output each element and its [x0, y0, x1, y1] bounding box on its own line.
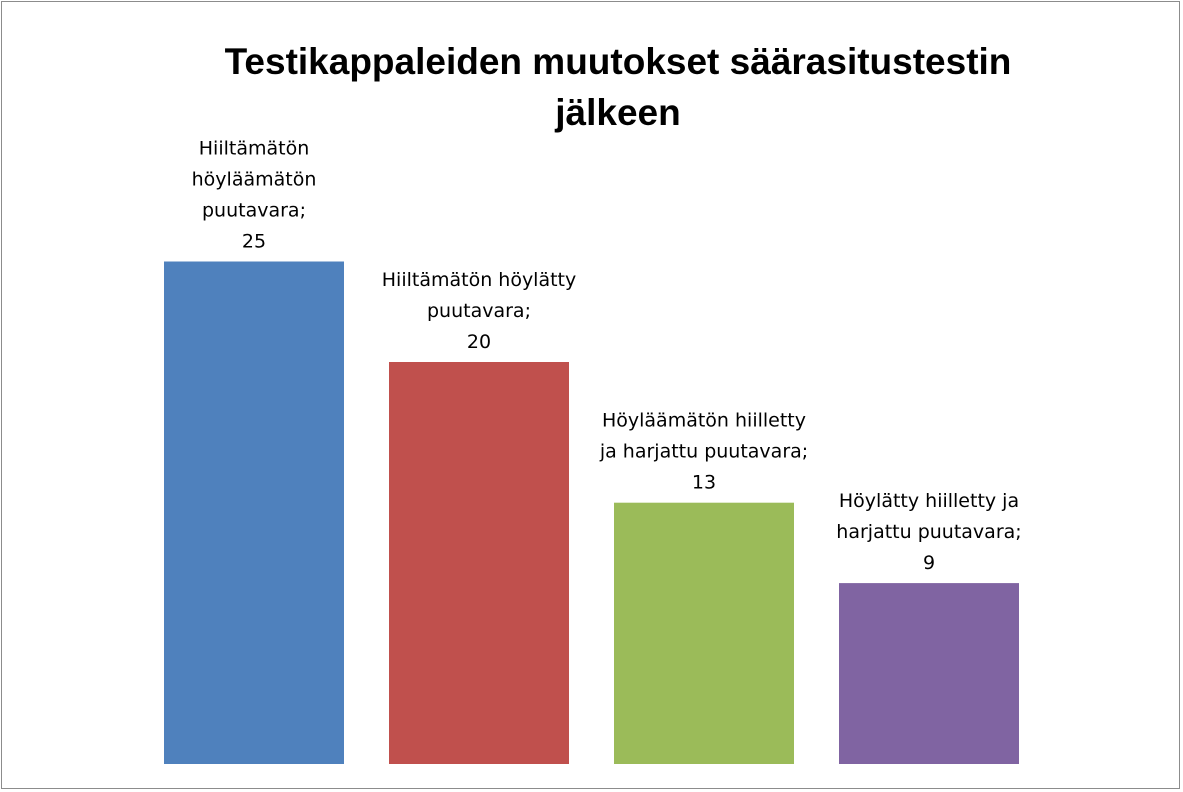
- data-label-1-line-3: puutavara;: [202, 200, 306, 222]
- data-label-4-line-1: Höylätty hiilletty ja: [839, 490, 1019, 512]
- data-label-1-line-4: 25: [242, 231, 266, 253]
- data-label-2-line-1: Hiiltämätön höylätty: [382, 269, 577, 291]
- data-label-3-line-1: Höyläämätön hiilletty: [602, 410, 806, 432]
- bar-3: [614, 502, 794, 764]
- bars-layer: [164, 261, 1019, 764]
- data-label-1-line-2: höyläämätön: [192, 169, 317, 191]
- bar-4: [839, 583, 1019, 764]
- data-label-3-line-2: ja harjattu puutavara;: [599, 441, 808, 463]
- data-label-4-line-3: 9: [923, 552, 935, 574]
- bar-2: [389, 362, 569, 764]
- data-label-1-line-1: Hiiltämätön: [199, 138, 309, 160]
- data-label-2-line-3: 20: [467, 331, 491, 353]
- bar-1: [164, 261, 344, 764]
- data-label-2-line-2: puutavara;: [427, 300, 531, 322]
- chart-title-line-1: Testikappaleiden muutokset säärasitustes…: [225, 41, 1012, 82]
- data-labels-layer: Hiiltämätön höyläämätön puutavara; 25 Hiiltä…: [192, 138, 1022, 575]
- chart-title-line-2: jälkeen: [554, 92, 680, 133]
- data-label-4-line-2: harjattu puutavara;: [836, 521, 1021, 543]
- data-label-3-line-3: 13: [692, 472, 716, 494]
